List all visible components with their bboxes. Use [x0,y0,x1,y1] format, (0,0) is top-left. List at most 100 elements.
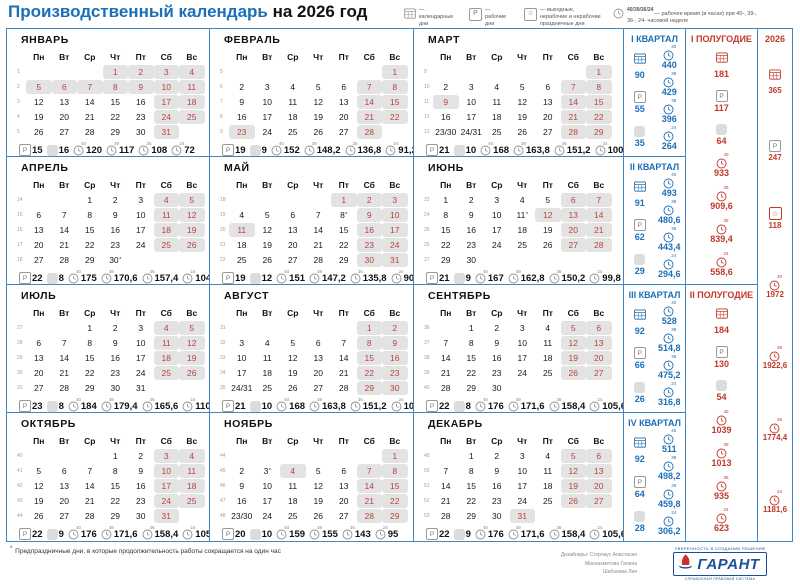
week-number: 10 [424,83,430,90]
week-number: 18 [220,196,226,203]
stat-value: 151 [289,272,306,284]
day-cell: 9 [239,480,245,491]
month-name: ИЮЛЬ [21,290,57,302]
day-cell: 9 [433,94,459,109]
garant-logo[interactable]: ГАРАНТ [673,552,767,576]
month-2: ФЕВРАЛЬ Пн Вт Ср Чт Пт Сб Вс 5 1 6 2 3 4 5 6 7 8 7 9 10 11 12 1… [210,29,414,157]
hours-stat-36: 36 108 [138,141,167,156]
stat-value: 22 [439,529,450,540]
summary-value: 130 [713,359,730,370]
day-cell: 14 [339,352,349,363]
day-cell: 7 [443,465,449,476]
weekday-header: Сб [160,179,172,190]
cal-summary-item: 184 [714,306,729,335]
stat-value: 104,6 [195,272,209,284]
workday-icon: Р [19,528,31,540]
day-cell: 5 [545,194,551,205]
credit-line: Шабанова Лия [603,569,637,575]
week-row: 22 25 26 27 28 29 30 31 [220,252,413,267]
page-title-year: на 2026 год [272,2,368,21]
hours-summary-item: 36 475,2 [658,354,681,380]
week-row: 40 28 29 30 [424,380,623,395]
week-number: 51 [424,482,430,489]
weekday-header: Ср [491,51,503,62]
day-cell: 14 [313,224,323,235]
day-cell: 12 [313,480,323,491]
hours-stat-36: 36 158,4 [549,525,585,540]
day-cell: 16 [492,352,502,363]
day-cell: 20 [586,478,612,493]
weekday-header: Чт [110,435,121,446]
garant-logo-block[interactable]: УВЕРЕННОСТЬ В СОЗДАНИИ РЕШЕНИЙ ГАРАНТ СП… [644,546,796,581]
clock-icon: 36 [716,475,729,492]
day-cell: 16 [110,224,120,235]
dayoff-icon [249,400,261,412]
week-row: 30 20 21 22 23 24 25 26 [17,365,209,380]
day-cell: 27 [586,365,612,380]
week-row: 32 3 4 5 6 7 8 9 [220,335,413,350]
day-cell: 30 [492,510,502,521]
week-row: 52 21 22 23 24 25 26 27 [424,493,623,508]
hours-stat-40: 40 184 [68,397,97,412]
day-cell: 28 [85,510,95,521]
week-number: 25 [424,226,430,233]
weekday-header: Пн [440,51,452,62]
dayoff-icon [716,123,727,135]
stat-value: 12 [261,272,273,284]
summary-value: 306,2 [657,526,681,537]
week-row: 21 18 19 20 21 22 23 24 [220,237,413,252]
day-cell: 11 [229,222,255,237]
day-cell: 2 [494,450,500,461]
day-cell: 3 [138,194,144,205]
day-cell: 12 [535,207,561,222]
day-cell: 19 [179,222,205,237]
week-row: 45 2 3 * 4 5 6 7 8 [220,463,413,478]
weekday-header: Чт [313,435,324,446]
day-cell: 23/30 [435,126,457,137]
month-name: ОКТЯБРЬ [21,418,76,430]
stat-value: 175 [80,272,97,284]
weekday-header-row: Пн Вт Ср Чт Пт Сб Вс [220,305,413,320]
day-cell: 18 [153,350,179,365]
weekday-header-row: Пн Вт Ср Чт Пт Сб Вс [424,177,623,192]
day-cell: 15 [356,350,382,365]
stat-value: 171,6 [520,528,545,540]
empty-cell [306,193,332,207]
day-cell: 28 [356,508,382,523]
day-cell: 7 [356,463,382,478]
day-cell: 23 [136,495,146,506]
day-cell: 25 [237,254,247,265]
week-row: 34 17 18 19 20 21 22 23 [220,365,413,380]
summary-value: 92 [634,325,645,336]
day-cell: 24 [153,493,179,508]
weekday-header: Чт [313,51,324,62]
stat-value: 157,4 [154,272,179,284]
day-cell: 7 [443,337,449,348]
day-cell: 17 [382,222,408,237]
hours-stat-24: 24 95 [375,525,398,540]
summary-value: 28 [634,523,645,533]
hours-stat-24: 24 72 [171,141,195,156]
day-cell: 31 [153,124,179,139]
week-row: 26 22 23 24 25 26 27 28 [424,237,623,252]
weekday-header: Пн [236,435,248,446]
day-cell: 10 [136,337,146,348]
day-cell: 9 [112,209,118,220]
hours-summary-item: 39 480,6 [658,199,681,225]
weekday-header: Чт [517,51,528,62]
day-cell: 13 [543,96,553,107]
day-cell: 16 [382,350,408,365]
month-6: ИЮНЬ Пн Вт Ср Чт Пт Сб Вс 23 1 2 3 4 5 6 7 24 8 9 10 11 * 12 13… [414,157,624,285]
day-cell: 11 [262,352,272,363]
day-cell: 9 [239,96,245,107]
p-summary-item: Р 55 [633,91,646,114]
clock-icon: 39 [663,455,676,472]
weekday-header: Пт [338,435,349,446]
weekday-header: Вс [389,179,401,190]
summary-value: 181 [713,69,730,80]
day-cell: 16 [466,224,476,235]
page-title: Производственный календарь на 2026 год [8,2,367,22]
day-cell: 5 [315,81,321,92]
